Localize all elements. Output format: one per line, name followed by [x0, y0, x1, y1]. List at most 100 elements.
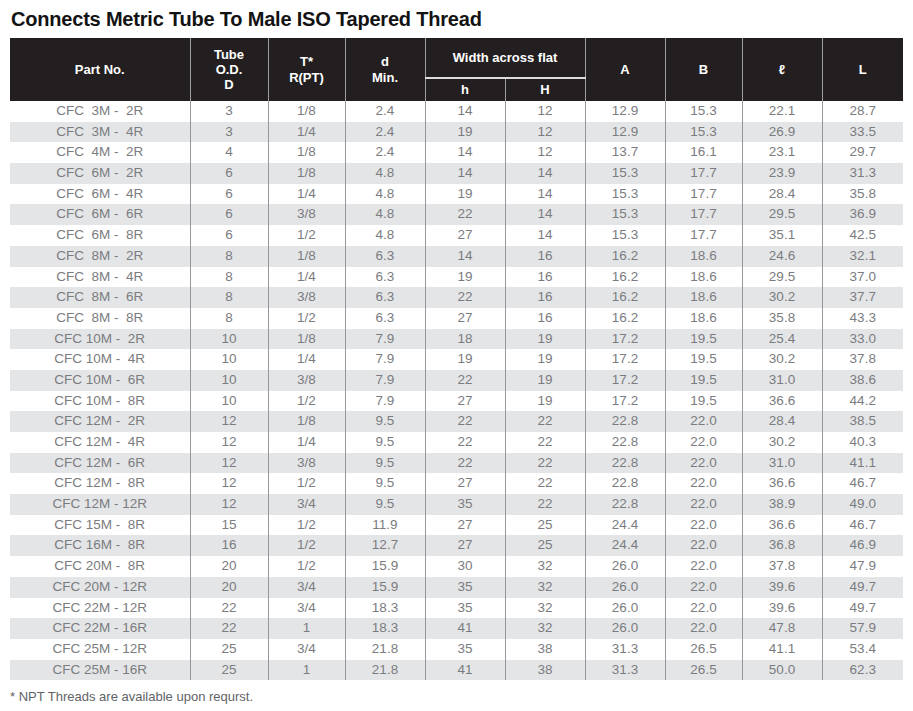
cell-d-min: 2.4	[345, 101, 425, 122]
cell-l-large: 49.7	[822, 577, 903, 598]
table-body: CFC 3M - 2R 3 1/8 2.4 14 12 12.9 15.3 22…	[10, 101, 903, 680]
cell-l-small: 26.9	[742, 122, 822, 143]
cell-l-large: 32.1	[822, 246, 903, 267]
cell-thread: 1/2	[268, 515, 345, 536]
cell-l-large: 37.7	[822, 287, 903, 308]
cell-tube-od: 12	[190, 411, 268, 432]
cell-b: 17.7	[665, 163, 742, 184]
table-row: CFC 10M - 8R 10 1/2 7.9 27 19 17.2 19.5 …	[10, 391, 903, 412]
cell-a: 15.3	[585, 184, 665, 205]
table-row: CFC 8M - 4R 8 1/4 6.3 19 16 16.2 18.6 29…	[10, 267, 903, 288]
header-l-small: ℓ	[742, 38, 822, 101]
cell-h-small: 14	[425, 101, 505, 122]
cell-l-small: 39.6	[742, 577, 822, 598]
cell-tube-od: 20	[190, 577, 268, 598]
cell-tube-od: 8	[190, 308, 268, 329]
cell-h-large: 32	[505, 598, 585, 619]
cell-l-large: 33.5	[822, 122, 903, 143]
cell-l-small: 31.0	[742, 370, 822, 391]
cell-part-no: CFC 8M - 6R	[10, 287, 190, 308]
cell-h-small: 22	[425, 287, 505, 308]
cell-h-large: 25	[505, 535, 585, 556]
cell-a: 15.3	[585, 225, 665, 246]
cell-part-no: CFC 3M - 4R	[10, 122, 190, 143]
cell-b: 18.6	[665, 267, 742, 288]
cell-b: 18.6	[665, 246, 742, 267]
cell-thread: 1/2	[268, 308, 345, 329]
cell-l-small: 30.2	[742, 349, 822, 370]
cell-tube-od: 4	[190, 142, 268, 163]
cell-thread: 1/2	[268, 391, 345, 412]
table-row: CFC 12M - 2R 12 1/8 9.5 22 22 22.8 22.0 …	[10, 411, 903, 432]
cell-l-small: 24.6	[742, 246, 822, 267]
cell-tube-od: 15	[190, 515, 268, 536]
cell-thread: 1/4	[268, 432, 345, 453]
cell-l-large: 46.7	[822, 473, 903, 494]
cell-thread: 1/8	[268, 329, 345, 350]
cell-l-large: 28.7	[822, 101, 903, 122]
cell-part-no: CFC 6M - 8R	[10, 225, 190, 246]
cell-b: 26.5	[665, 660, 742, 681]
cell-tube-od: 10	[190, 370, 268, 391]
table-row: CFC 8M - 8R 8 1/2 6.3 27 16 16.2 18.6 35…	[10, 308, 903, 329]
cell-a: 26.0	[585, 577, 665, 598]
cell-part-no: CFC 22M - 12R	[10, 598, 190, 619]
cell-tube-od: 20	[190, 556, 268, 577]
header-part-no: Part No.	[10, 38, 190, 101]
table-row: CFC 16M - 8R 16 1/2 12.7 27 25 24.4 22.0…	[10, 535, 903, 556]
cell-h-large: 32	[505, 618, 585, 639]
cell-part-no: CFC 8M - 2R	[10, 246, 190, 267]
cell-b: 19.5	[665, 329, 742, 350]
table-row: CFC 12M - 8R 12 1/2 9.5 27 22 22.8 22.0 …	[10, 473, 903, 494]
cell-a: 22.8	[585, 494, 665, 515]
cell-l-large: 33.0	[822, 329, 903, 350]
cell-l-large: 43.3	[822, 308, 903, 329]
table-row: CFC 22M - 12R 22 3/4 18.3 35 32 26.0 22.…	[10, 598, 903, 619]
cell-l-small: 37.8	[742, 556, 822, 577]
cell-l-small: 25.4	[742, 329, 822, 350]
cell-h-small: 14	[425, 142, 505, 163]
cell-thread: 1	[268, 660, 345, 681]
cell-l-small: 36.6	[742, 515, 822, 536]
cell-h-large: 22	[505, 411, 585, 432]
cell-a: 15.3	[585, 163, 665, 184]
cell-b: 17.7	[665, 204, 742, 225]
cell-l-small: 39.6	[742, 598, 822, 619]
cell-thread: 1/2	[268, 473, 345, 494]
cell-l-large: 35.8	[822, 184, 903, 205]
cell-b: 22.0	[665, 411, 742, 432]
cell-l-small: 35.8	[742, 308, 822, 329]
table-row: CFC 6M - 2R 6 1/8 4.8 14 14 15.3 17.7 23…	[10, 163, 903, 184]
table-row: CFC 20M - 12R 20 3/4 15.9 35 32 26.0 22.…	[10, 577, 903, 598]
cell-d-min: 4.8	[345, 204, 425, 225]
cell-part-no: CFC 10M - 8R	[10, 391, 190, 412]
cell-b: 22.0	[665, 494, 742, 515]
cell-h-large: 22	[505, 432, 585, 453]
cell-h-large: 12	[505, 142, 585, 163]
cell-h-large: 14	[505, 163, 585, 184]
cell-b: 22.0	[665, 556, 742, 577]
cell-part-no: CFC 10M - 6R	[10, 370, 190, 391]
cell-l-small: 29.5	[742, 204, 822, 225]
header-width-across-flat: Width across flat	[425, 38, 585, 78]
cell-thread: 3/4	[268, 577, 345, 598]
cell-a: 16.2	[585, 308, 665, 329]
cell-tube-od: 3	[190, 122, 268, 143]
cell-thread: 1/4	[268, 349, 345, 370]
table-header: Part No. Tube O.D. D T* R(PT) d Min. Wid…	[10, 38, 903, 101]
cell-h-large: 14	[505, 225, 585, 246]
cell-l-small: 23.9	[742, 163, 822, 184]
cell-b: 22.0	[665, 535, 742, 556]
cell-d-min: 18.3	[345, 598, 425, 619]
cell-tube-od: 10	[190, 329, 268, 350]
cell-h-large: 19	[505, 370, 585, 391]
cell-h-small: 35	[425, 598, 505, 619]
cell-h-small: 27	[425, 308, 505, 329]
cell-a: 12.9	[585, 101, 665, 122]
cell-d-min: 15.9	[345, 556, 425, 577]
cell-thread: 1/4	[268, 184, 345, 205]
table-row: CFC 12M - 12R 12 3/4 9.5 35 22 22.8 22.0…	[10, 494, 903, 515]
cell-d-min: 6.3	[345, 267, 425, 288]
cell-a: 24.4	[585, 515, 665, 536]
cell-b: 22.0	[665, 577, 742, 598]
